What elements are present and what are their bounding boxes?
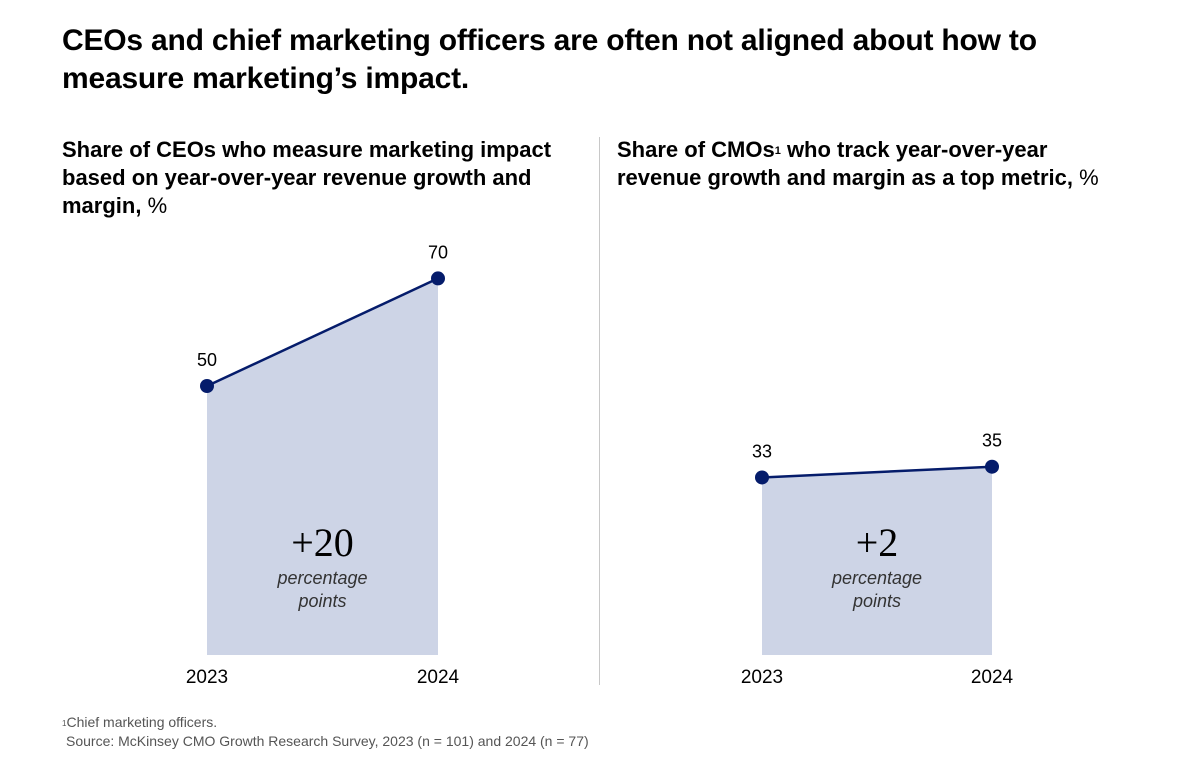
ceo-x-tick-2024: 2024 [417,667,460,688]
change-unit-line-1: percentage [831,568,922,588]
ceo-chart-title-unit: % [147,193,168,218]
cmo-trend-line [761,465,993,479]
footnote-text: Chief marketing officers. [66,714,218,730]
cmo-footnote-marker: 1 [774,145,781,157]
footnote-marker: 1 [62,719,67,728]
cmo-chart-title-unit: % [1079,165,1099,190]
change-unit-line-1: percentage [276,568,367,588]
ceo-change-value: +20 [291,520,354,565]
cmo-area-fill [762,466,992,655]
ceo-chart: 50 70 2023 2024 +20 percentage points [186,242,460,688]
cmo-point-2024 [985,459,999,474]
ceo-chart-title: Share of CEOs who measure marketing impa… [62,136,572,220]
cmo-chart-title-text: Share of CMOs [617,137,775,162]
cmo-chart-title-text-rest: who track year-over-year revenue growth … [617,137,1073,190]
ceo-point-2023 [200,379,214,393]
ceo-area-fill [207,278,438,655]
cmo-x-tick-2024: 2024 [971,667,1014,688]
ceo-point-2024 [431,271,445,286]
source-note: Source: McKinsey CMO Growth Research Sur… [66,733,589,749]
cmo-point-2023 [755,470,769,485]
cmo-chart: 33 35 2023 2024 +2 percentage points [741,431,1014,688]
ceo-chart-title-text: Share of CEOs who measure marketing impa… [62,137,552,218]
change-unit-line-2: points [852,591,901,611]
ceo-x-tick-2023: 2023 [186,667,228,688]
change-unit-line-2: points [297,591,346,611]
cmo-value-label-2023: 33 [752,441,772,461]
cmo-chart-title: Share of CMOs1 who track year-over-year … [617,136,1137,192]
ceo-change-unit: percentage points [276,568,367,611]
footnote: 1Chief marketing officers. Source: McKin… [62,713,589,751]
footnote-definition: 1Chief marketing officers. [62,713,589,732]
panel-divider [599,137,600,685]
ceo-value-label-2023: 50 [197,350,217,370]
cmo-value-label-2024: 35 [982,431,1002,451]
ceo-value-label-2024: 70 [428,242,448,262]
ceo-trend-line [206,277,439,388]
page-title: CEOs and chief marketing officers are of… [62,24,1037,95]
cmo-change-value: +2 [856,520,899,565]
cmo-change-unit: percentage points [831,568,922,611]
cmo-x-tick-2023: 2023 [741,667,783,688]
